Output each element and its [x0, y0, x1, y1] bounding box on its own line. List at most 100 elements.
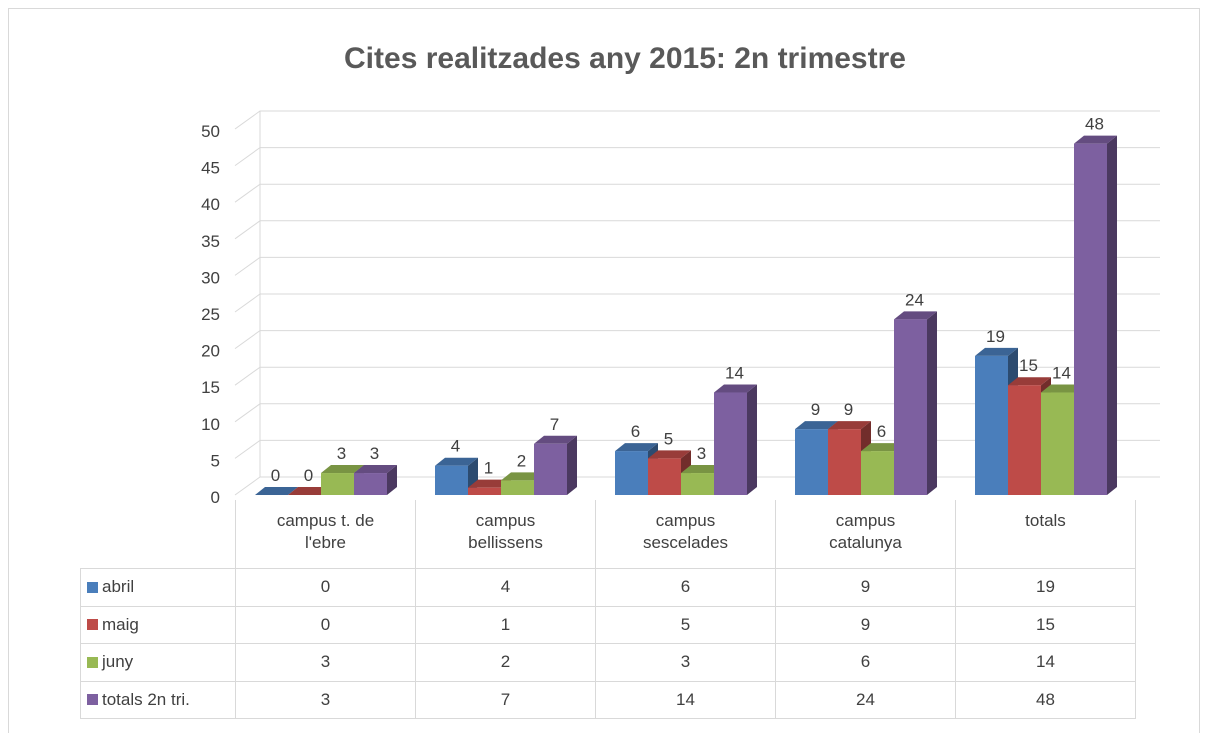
- bar-top: [1008, 377, 1051, 386]
- data-label: 6: [631, 422, 640, 441]
- data-label: 0: [271, 466, 280, 485]
- legend-label: maig: [102, 614, 139, 634]
- data-label: 9: [811, 400, 820, 419]
- grid-line: [234, 183, 1160, 203]
- table-value: 19: [955, 568, 1136, 607]
- data-label: 14: [725, 364, 744, 383]
- grid-line: [234, 220, 1160, 240]
- bar: [435, 465, 468, 495]
- data-label: 14: [1052, 364, 1071, 383]
- table-value: 9: [775, 568, 956, 607]
- grid-line: [234, 147, 1160, 167]
- table-value: 14: [595, 680, 776, 719]
- data-label: 7: [550, 415, 559, 434]
- bar-side: [927, 311, 937, 495]
- category-label: totals: [955, 500, 1136, 569]
- data-label: 3: [697, 444, 706, 463]
- bar: [828, 429, 861, 495]
- data-label: 5: [664, 429, 673, 448]
- table-value: 24: [775, 680, 956, 719]
- table-value: 14: [955, 643, 1136, 682]
- bar-side: [1107, 135, 1117, 495]
- data-label: 3: [337, 444, 346, 463]
- category-label: campus catalunya: [775, 500, 956, 569]
- bar-top: [795, 421, 838, 430]
- y-tick-label: 0: [211, 488, 220, 507]
- legend-swatch: [87, 619, 98, 631]
- bar-side: [747, 384, 757, 495]
- bar-top: [501, 472, 544, 481]
- category-label: campus bellissens: [415, 500, 596, 569]
- table-value: 6: [595, 568, 776, 607]
- bar-top: [1041, 384, 1084, 393]
- data-label: 9: [844, 400, 853, 419]
- bar: [681, 473, 714, 495]
- legend-entry: totals 2n tri.: [80, 680, 236, 719]
- y-tick-label: 15: [201, 378, 220, 397]
- legend-swatch: [87, 581, 98, 593]
- y-tick-label: 30: [201, 268, 220, 287]
- y-tick-label: 35: [201, 232, 220, 251]
- bar: [648, 458, 681, 495]
- data-label: 6: [877, 422, 886, 441]
- bar: [1008, 385, 1041, 495]
- bar-side: [387, 465, 397, 495]
- legend-label: abril: [102, 577, 135, 597]
- table-value: 3: [595, 643, 776, 682]
- table-value: 48: [955, 680, 1136, 719]
- table-value: 1: [415, 605, 596, 644]
- data-label: 3: [370, 444, 379, 463]
- bar-top: [435, 457, 478, 466]
- data-label: 15: [1019, 356, 1038, 375]
- table-value: 3: [235, 680, 416, 719]
- legend-swatch: [87, 656, 98, 668]
- bar: [354, 473, 387, 495]
- data-label: 4: [451, 437, 460, 456]
- bar-top: [648, 450, 691, 459]
- bar-side: [567, 435, 577, 495]
- bar: [795, 429, 828, 495]
- bar: [501, 480, 534, 495]
- legend-label: totals 2n tri.: [102, 689, 190, 709]
- data-label: 0: [304, 466, 313, 485]
- bar-top: [288, 487, 331, 495]
- data-label: 1: [484, 459, 493, 478]
- bar-top: [975, 347, 1018, 356]
- table-value: 0: [235, 605, 416, 644]
- grid-line: [234, 256, 1160, 276]
- bar: [534, 443, 567, 495]
- bar-top: [681, 465, 724, 474]
- bar-top: [321, 465, 364, 474]
- bar: [1041, 392, 1074, 495]
- grid-line: [234, 110, 1160, 130]
- bar-top: [894, 311, 937, 320]
- bar: [975, 355, 1008, 495]
- y-tick-label: 20: [201, 342, 220, 361]
- category-label: campus sescelades: [595, 500, 776, 569]
- table-value: 2: [415, 643, 596, 682]
- table-value: 5: [595, 605, 776, 644]
- bar: [861, 451, 894, 495]
- bar: [894, 319, 927, 495]
- y-tick-label: 5: [211, 451, 220, 470]
- y-tick-label: 45: [201, 159, 220, 178]
- grid-line: [234, 293, 1160, 313]
- bar-top: [354, 465, 397, 474]
- table-value: 7: [415, 680, 596, 719]
- y-tick-label: 40: [201, 195, 220, 214]
- legend-swatch: [87, 694, 98, 706]
- bar-top: [861, 443, 904, 452]
- chart-frame: [8, 8, 1200, 733]
- data-label: 48: [1085, 115, 1104, 134]
- table-value: 0: [235, 568, 416, 607]
- table-value: 3: [235, 643, 416, 682]
- bar: [1074, 143, 1107, 495]
- data-label: 19: [986, 327, 1005, 346]
- table-value: 6: [775, 643, 956, 682]
- bar-top: [714, 384, 757, 393]
- table-value: 9: [775, 605, 956, 644]
- y-tick-label: 10: [201, 415, 220, 434]
- data-label: 24: [905, 290, 924, 309]
- bar-top: [534, 435, 577, 444]
